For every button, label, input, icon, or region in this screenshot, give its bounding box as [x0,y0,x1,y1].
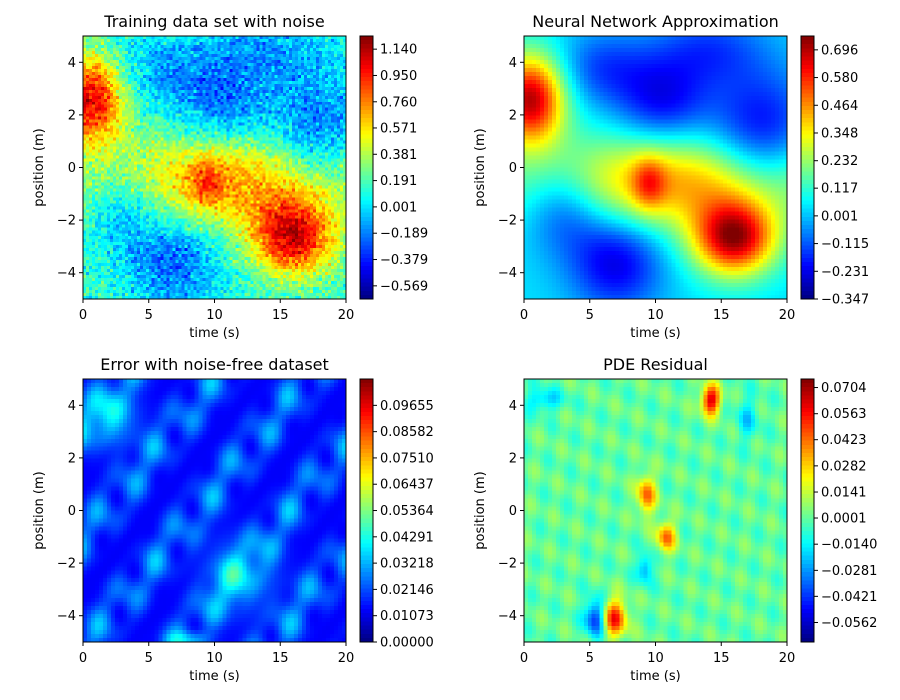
heatmap-cells [83,36,347,300]
